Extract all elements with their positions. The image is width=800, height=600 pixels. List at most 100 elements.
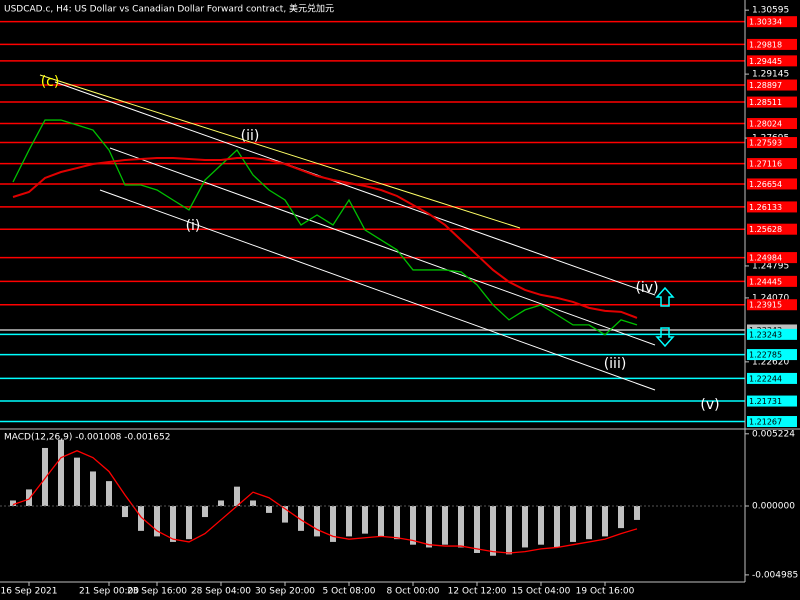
bar: [346, 506, 352, 537]
level-label: 1.28511: [749, 98, 782, 107]
trend-line: [109, 147, 656, 346]
bar: [250, 500, 256, 506]
bar: [298, 506, 304, 531]
level-label-box: [747, 299, 797, 311]
y-tick-label: 1.30595: [752, 6, 789, 16]
bar: [378, 506, 384, 537]
level-label: 1.28897: [749, 81, 782, 90]
level-label: 1.23915: [749, 301, 782, 310]
level-label: 1.25628: [749, 225, 782, 234]
bar: [170, 506, 176, 542]
x-tick-label: 5 Oct 08:00: [323, 587, 376, 597]
level-label: 1.26133: [749, 203, 782, 212]
x-tick-label: 21 Sep 00:00: [79, 587, 139, 597]
bar: [570, 506, 576, 542]
wave-label: (iv): [635, 280, 658, 296]
level-label: 1.30334: [749, 18, 782, 27]
x-tick-label: 19 Oct 16:00: [576, 587, 635, 597]
line: [12, 119, 638, 336]
bar: [538, 506, 544, 545]
wave-label: (v): [700, 397, 719, 413]
x-tick-label: 23 Sep 16:00: [127, 587, 187, 597]
bar: [602, 506, 608, 537]
level-label-box: [747, 55, 797, 67]
bar: [42, 447, 48, 506]
bar: [58, 439, 64, 506]
y-tick-label: 1.24070: [752, 293, 789, 303]
x-tick-label: 15 Oct 04:00: [512, 587, 571, 597]
level-label: 1.26654: [749, 180, 782, 189]
bar: [618, 506, 624, 529]
y-tick-label: 1.29145: [752, 70, 789, 80]
line: [12, 157, 638, 319]
level-label-box: [747, 16, 797, 28]
level-label: 1.28024: [749, 120, 782, 129]
bar: [10, 500, 16, 506]
y-tick-label: 0.005224: [752, 429, 795, 439]
level-label: 1.22244: [749, 374, 782, 383]
trend-line: [54, 81, 656, 296]
level-label: 1.29818: [749, 40, 782, 49]
wave-label: (ii): [241, 128, 260, 144]
bar: [442, 506, 448, 545]
level-label: 1.29445: [749, 57, 782, 66]
bar: [362, 506, 368, 534]
x-tick-label: 30 Sep 20:00: [255, 587, 315, 597]
bar: [74, 457, 80, 506]
level-label: 1.22785: [749, 351, 782, 360]
level-label-box: [747, 416, 797, 428]
level-label: 1.27593: [749, 139, 782, 148]
bar: [186, 506, 192, 540]
bar: [154, 506, 160, 537]
bar: [490, 506, 496, 556]
bar: [26, 489, 32, 506]
bar: [90, 471, 96, 506]
bar: [314, 506, 320, 537]
line: [12, 450, 638, 554]
level-label-box: [747, 201, 797, 213]
bar: [554, 506, 560, 548]
level-label-box: [747, 38, 797, 50]
level-label-box: [747, 395, 797, 407]
bar: [394, 506, 400, 540]
bar: [634, 506, 640, 520]
x-tick-label: 8 Oct 00:00: [387, 587, 440, 597]
y-tick-label: 1.24795: [752, 261, 789, 271]
chart-title: USDCAD.c, H4: US Dollar vs Canadian Doll…: [4, 3, 334, 15]
bar: [138, 506, 144, 531]
level-label-box: [747, 79, 797, 91]
level-label-box: [747, 252, 797, 264]
wave-label: (iii): [604, 356, 627, 372]
bar: [474, 506, 480, 553]
bar: [218, 500, 224, 506]
level-label-box: [747, 158, 797, 170]
level-label-box: [747, 118, 797, 130]
bar: [234, 486, 240, 506]
bar: [522, 506, 528, 548]
bar: [458, 506, 464, 548]
bar: [330, 506, 336, 542]
bar: [266, 506, 272, 513]
y-tick-label: -0.004985: [752, 570, 798, 580]
bar: [122, 506, 128, 518]
up-arrow: [655, 286, 675, 307]
level-label-box: [747, 275, 797, 287]
trend-line: [39, 74, 521, 229]
x-tick-label: 16 Sep 2021: [0, 587, 57, 597]
y-tick-label: 1.22620: [752, 357, 789, 367]
bar: [506, 506, 512, 555]
level-label-box: [747, 372, 797, 384]
bar: [426, 506, 432, 548]
level-label-box: [747, 178, 797, 190]
bar: [202, 506, 208, 518]
level-label: 1.21267: [749, 418, 782, 427]
level-label-box: [747, 223, 797, 235]
level-label-box: [747, 137, 797, 149]
level-label: 1.24984: [749, 254, 782, 263]
level-label: 1.24445: [749, 277, 782, 286]
x-tick-label: 12 Oct 12:00: [448, 587, 507, 597]
wave-label: (c): [41, 74, 60, 90]
level-label: 1.27116: [749, 160, 782, 169]
